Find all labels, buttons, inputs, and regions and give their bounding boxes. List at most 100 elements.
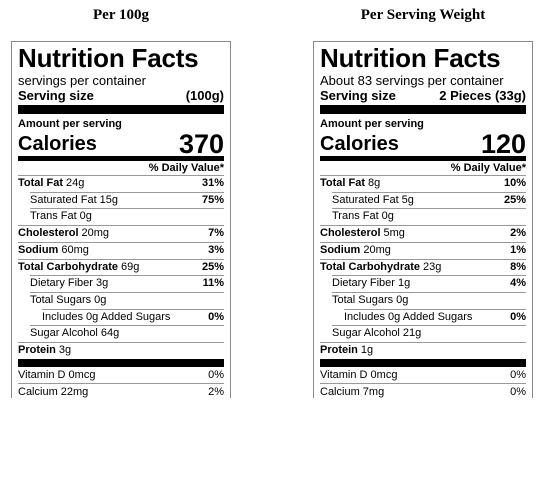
nutrient-name: Protein: [18, 344, 56, 357]
vitamin-daily-value: 0%: [208, 368, 224, 381]
nutrient: Includes 0g Added Sugars: [344, 310, 472, 326]
nutrient: Trans Fat 0g: [30, 209, 92, 225]
nutrient-name: Includes 0g Added Sugars: [344, 310, 473, 323]
nutrient-row: Total Carbohydrate 69g 25%: [18, 258, 224, 276]
nutrient: Total Sugars 0g: [30, 293, 106, 309]
vitamin-daily-value: 0%: [510, 385, 526, 398]
vitamin-name: Calcium 22mg: [18, 385, 89, 398]
serving-size-label: Serving size: [320, 88, 396, 103]
nutrient-amount: 60mg: [61, 243, 89, 256]
daily-value-header: % Daily Value*: [450, 162, 526, 174]
label-column: Per Serving Weight Nutrition Facts About 8…: [313, 0, 533, 398]
nutrient: Dietary Fiber 3g: [30, 276, 108, 292]
nutrient: Cholesterol 5mg: [320, 226, 405, 242]
nutrient-row: Cholesterol 20mg 7%: [18, 225, 224, 242]
nutrient-amount: 1g: [397, 277, 411, 290]
nutrient-amount: 69g: [121, 260, 140, 273]
nutrient-row: Total Fat 8g 10%: [320, 175, 526, 192]
nutrient-row: Dietary Fiber 3g 11%: [30, 275, 224, 292]
nutrient: Dietary Fiber 1g: [332, 276, 410, 292]
calories-row: Calories 370: [18, 130, 224, 161]
nutrient: Saturated Fat 15g: [30, 193, 118, 209]
nutrient-amount: 23g: [423, 260, 442, 273]
nutrient-row: Sodium 60mg 3%: [18, 241, 224, 259]
nutrient-amount: 0g: [396, 293, 409, 306]
nutrient: Sugar Alcohol 21g: [332, 326, 421, 342]
nutrient-amount: 3g: [58, 344, 72, 357]
nutrient-amount: 15g: [99, 193, 119, 206]
nutrient-row: Dietary Fiber 1g 4%: [332, 275, 526, 292]
serving-size-label: Serving size: [18, 88, 94, 103]
nutrient-daily-value: 1%: [510, 243, 526, 256]
calories-value: 370: [178, 129, 224, 159]
nutrient-name: Cholesterol: [18, 227, 79, 240]
nutrient: Trans Fat 0g: [332, 209, 394, 225]
servings-per-container: About 83 servings per container: [320, 73, 504, 88]
nutrient-row: Sugar Alcohol 64g: [30, 325, 224, 342]
nutrient: Saturated Fat 5g: [332, 193, 414, 209]
label-title: Nutrition Facts: [18, 43, 199, 73]
nutrient-row: Cholesterol 5mg 2%: [320, 225, 526, 242]
nutrient-amount: 0g: [94, 293, 107, 306]
vitamin-row: Calcium 7mg 0%: [320, 382, 526, 398]
servings-per-container: servings per container: [18, 73, 146, 88]
nutrient-name: Saturated Fat: [30, 193, 97, 206]
nutrient-row: Includes 0g Added Sugars 0%: [344, 308, 526, 326]
nutrient-amount: 1g: [360, 344, 374, 357]
nutrition-label: Nutrition Facts About 83 servings per con…: [313, 41, 533, 398]
nutrient-row: Trans Fat 0g: [30, 208, 224, 225]
vitamin-row: Vitamin D 0mcg 0%: [320, 367, 526, 383]
nutrition-label: Nutrition Facts servings per container Ser…: [11, 41, 231, 398]
calories-value: 120: [480, 129, 526, 159]
nutrient-amount: 0g: [79, 210, 92, 223]
nutrient-name: Protein: [320, 344, 358, 357]
nutrient-daily-value: 2%: [510, 227, 526, 240]
column-heading: Per 100g: [93, 7, 149, 23]
nutrient-amount: 64g: [100, 327, 120, 340]
serving-size-row: Serving size 2 Pieces (33g): [320, 88, 526, 114]
vitamin-row: Vitamin D 0mcg 0%: [18, 367, 224, 383]
nutrient-amount: 24g: [66, 177, 85, 189]
nutrient: Protein 3g: [18, 343, 71, 359]
nutrient-row: Protein 3g: [18, 342, 224, 359]
serving-size-value: (100g): [185, 88, 224, 103]
nutrient-row: Saturated Fat 15g 75%: [30, 191, 224, 209]
nutrient-row: Total Sugars 0g: [332, 291, 526, 309]
nutrient-name: Total Sugars: [30, 293, 92, 306]
thick-separator: [18, 358, 224, 367]
nutrient: Sodium 60mg: [18, 243, 89, 259]
nutrient-name: Includes 0g Added Sugars: [42, 310, 171, 323]
nutrient-name: Total Carbohydrate: [320, 260, 421, 273]
nutrient-row: Protein 1g: [320, 342, 526, 359]
nutrient: Total Carbohydrate 23g: [320, 260, 441, 276]
label-title: Nutrition Facts: [320, 43, 501, 73]
nutrient: Total Fat 8g: [320, 176, 380, 192]
nutrient-name: Total Fat: [18, 177, 64, 189]
nutrient-amount: 3g: [95, 277, 109, 290]
nutrient-amount: 8g: [368, 177, 381, 189]
nutrient-amount: 20mg: [81, 227, 110, 240]
nutrient-row: Total Fat 24g 31%: [18, 175, 224, 192]
amount-per-serving: Amount per serving: [320, 118, 424, 130]
thick-separator: [320, 358, 526, 367]
serving-size-value: 2 Pieces (33g): [439, 88, 526, 103]
label-column: Per 100g Nutrition Facts servings per cont…: [11, 0, 231, 398]
nutrient-daily-value: 3%: [208, 243, 224, 256]
nutrient: Sugar Alcohol 64g: [30, 326, 119, 342]
vitamin-daily-value: 0%: [510, 368, 526, 381]
daily-value-header: % Daily Value*: [148, 162, 224, 174]
nutrient: Total Carbohydrate 69g: [18, 260, 139, 276]
nutrient: Includes 0g Added Sugars: [42, 310, 170, 326]
calories-label: Calories: [320, 133, 399, 155]
nutrient-name: Sodium: [18, 243, 59, 256]
nutrient-daily-value: 31%: [201, 177, 224, 189]
nutrient-name: Saturated Fat: [332, 193, 399, 206]
amount-per-serving: Amount per serving: [18, 118, 122, 130]
nutrient-daily-value: 0%: [510, 310, 526, 323]
nutrient-amount: 0g: [381, 210, 394, 223]
nutrient-name: Cholesterol: [320, 227, 381, 240]
nutrient-row: Sodium 20mg 1%: [320, 241, 526, 259]
nutrient-row: Includes 0g Added Sugars 0%: [42, 308, 224, 326]
nutrient-amount: 5mg: [383, 227, 405, 240]
nutrient-name: Dietary Fiber: [332, 277, 395, 290]
